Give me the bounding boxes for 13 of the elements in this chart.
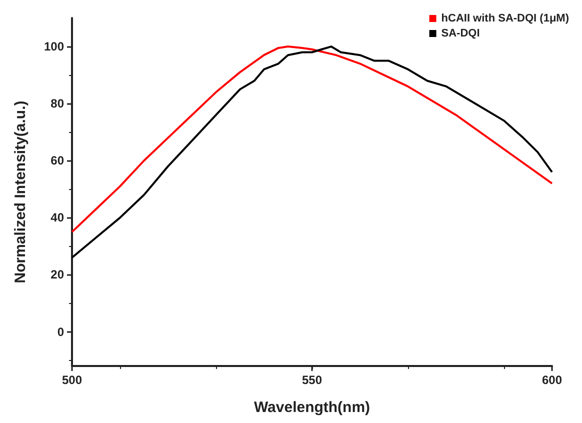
- y-tick-label: 0: [57, 324, 64, 339]
- y-tick-label: 60: [50, 154, 64, 168]
- x-tick-label: 500: [62, 373, 82, 387]
- legend-label: SA-DQI: [441, 28, 480, 40]
- y-tick-label: 80: [50, 96, 64, 111]
- legend-label: hCAII with SA-DQI (1μM): [441, 12, 570, 24]
- y-tick-label: 40: [50, 210, 64, 225]
- x-tick-label: 550: [302, 373, 322, 387]
- y-tick-label: 20: [50, 268, 64, 282]
- y-axis-title: Normalized Intensity(a.u.): [12, 100, 29, 284]
- x-axis-title: Wavelength(nm): [254, 399, 370, 416]
- x-tick-label: 600: [542, 373, 562, 387]
- y-tick-label: 100: [44, 40, 64, 54]
